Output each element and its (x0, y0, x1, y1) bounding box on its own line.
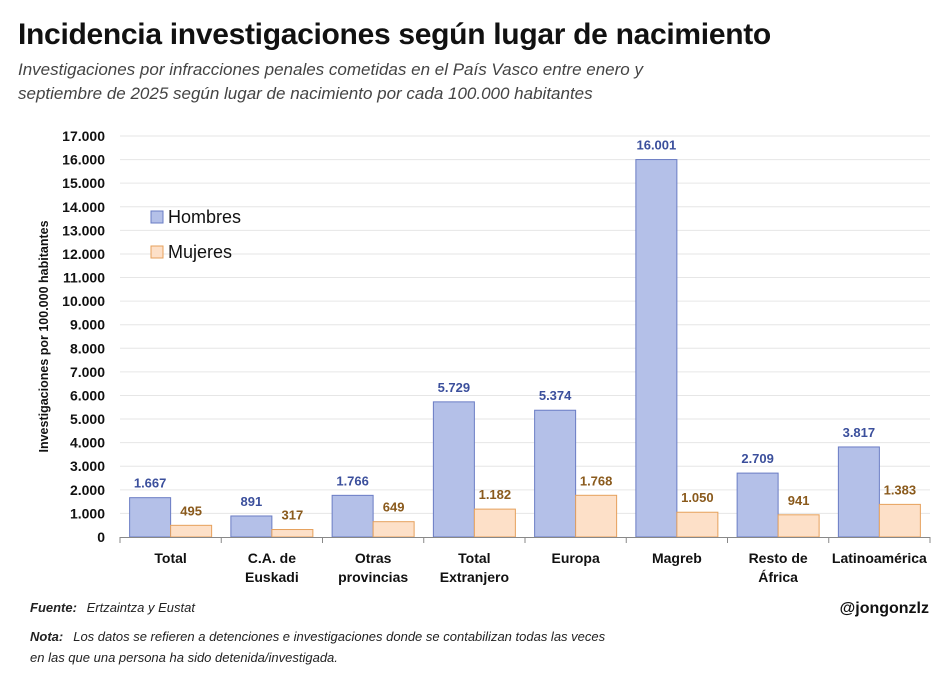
data-label-hombres: 1.766 (336, 473, 369, 488)
y-tick-label: 14.000 (62, 199, 105, 215)
bar-mujeres (575, 494, 618, 538)
bar-mujeres (777, 514, 820, 538)
bar-mujeres (271, 529, 314, 538)
data-label-mujeres: 1.768 (580, 473, 613, 488)
source-note: Fuente: Ertzaintza y Eustat (30, 600, 195, 615)
legend-swatch-hombres (150, 210, 164, 224)
y-tick-label: 9.000 (70, 317, 105, 333)
footnote: Nota: Los datos se refieren a detenciones… (30, 626, 610, 668)
y-tick-label: 0 (97, 529, 105, 545)
y-tick-label: 8.000 (70, 340, 105, 356)
y-tick-label: 16.000 (62, 152, 105, 168)
author-handle: @jongonzlz (839, 600, 929, 617)
y-tick-label: 6.000 (70, 387, 105, 403)
data-label-mujeres: 649 (383, 500, 405, 515)
bar-hombres (534, 409, 577, 538)
data-label-hombres: 891 (241, 494, 263, 509)
category-label: Otras (355, 550, 392, 566)
y-tick-label: 5.000 (70, 411, 105, 427)
legend-label-mujeres: Mujeres (168, 242, 232, 262)
subtitle-line-1: Investigaciones por infracciones penales… (18, 60, 643, 79)
legend-label-hombres: Hombres (168, 207, 241, 227)
data-label-mujeres: 495 (180, 503, 202, 518)
y-tick-label: 4.000 (70, 435, 105, 451)
data-label-hombres: 5.374 (539, 388, 572, 403)
y-tick-label: 3.000 (70, 458, 105, 474)
bar-hombres (129, 497, 172, 538)
data-label-hombres: 16.001 (636, 138, 676, 153)
y-tick-label: 15.000 (62, 175, 105, 191)
category-label: Resto de (749, 550, 808, 566)
category-label: Extranjero (440, 569, 509, 585)
y-tick-label: 11.000 (63, 270, 105, 286)
category-label: provincias (338, 569, 408, 585)
y-tick-label: 10.000 (62, 293, 105, 309)
y-axis-title: Investigaciones por 100.000 habitantes (37, 220, 51, 452)
data-label-hombres: 2.709 (741, 451, 774, 466)
data-label-hombres: 3.817 (843, 425, 876, 440)
note-text: Los datos se refieren a detenciones e in… (30, 629, 606, 665)
category-label: C.A. de (248, 550, 296, 566)
y-tick-label: 12.000 (62, 246, 105, 262)
note-label: Nota: (30, 629, 64, 644)
bar-hombres (736, 472, 779, 538)
bar-hombres (432, 401, 475, 538)
category-label: Euskadi (245, 569, 299, 585)
y-tick-label: 1.000 (70, 505, 105, 521)
data-label-mujeres: 941 (788, 493, 810, 508)
bar-mujeres (170, 524, 213, 538)
category-label: Total (154, 550, 186, 566)
data-label-mujeres: 1.182 (479, 487, 512, 502)
source-label: Fuente: (30, 600, 77, 615)
bar-mujeres (676, 511, 719, 538)
category-label: Magreb (652, 550, 702, 566)
y-tick-label: 7.000 (70, 364, 105, 380)
source-text: Ertzaintza y Eustat (86, 600, 195, 615)
y-tick-label: 13.000 (62, 222, 105, 238)
bar-hombres (837, 446, 880, 538)
category-label: Europa (552, 550, 600, 566)
chart-subtitle: Investigaciones por infracciones penales… (18, 58, 718, 106)
legend-swatch-mujeres (150, 245, 164, 259)
bar-mujeres (473, 508, 516, 538)
category-label: Latinoamérica (832, 550, 927, 566)
chart-title: Incidencia investigaciones según lugar d… (18, 18, 771, 51)
bar-mujeres (372, 521, 415, 538)
bar-hombres (331, 494, 374, 538)
bar-hombres (635, 159, 678, 538)
y-tick-label: 17.000 (62, 128, 105, 144)
data-label-hombres: 5.729 (438, 380, 471, 395)
category-label: Total (458, 550, 490, 566)
data-label-mujeres: 1.383 (884, 482, 917, 497)
data-label-hombres: 1.667 (134, 476, 167, 491)
data-label-mujeres: 317 (282, 508, 304, 523)
y-tick-label: 2.000 (70, 482, 105, 498)
bar-hombres (230, 515, 273, 538)
subtitle-line-2: septiembre de 2025 según lugar de nacimi… (18, 84, 593, 103)
bar-mujeres (878, 503, 921, 538)
category-label: África (758, 569, 798, 585)
data-label-mujeres: 1.050 (681, 490, 714, 505)
